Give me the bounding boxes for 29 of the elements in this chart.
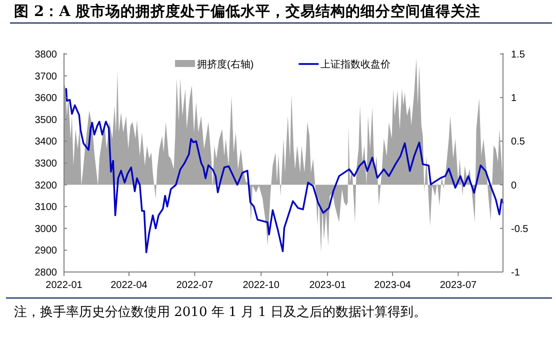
y2-tick-label: 0 <box>511 180 517 192</box>
text: 注，换手率历史分位数使用 2010 年 1 月 1 日及之后的数据计算得到。 <box>14 304 428 322</box>
y2-tick-label: -1 <box>511 268 520 278</box>
x-tick-label: 2022-10 <box>242 280 280 291</box>
y2-tick-label: 1.5 <box>511 50 526 60</box>
y-tick-label: 3400 <box>34 136 58 148</box>
y-tick-label: 2900 <box>34 246 58 257</box>
y-tick-label: 3500 <box>34 114 58 126</box>
legend-label: 拥挤度(右轴) <box>197 58 254 70</box>
y-tick-label: 2800 <box>34 268 58 278</box>
x-tick-label: 2023-07 <box>440 280 478 291</box>
x-tick-label: 2022-04 <box>110 280 148 291</box>
x-tick-label: 2023-04 <box>374 280 412 291</box>
y-tick-label: 3800 <box>34 50 58 60</box>
y2-tick-label: -0.5 <box>511 224 529 235</box>
y-tick-label: 3000 <box>34 224 58 235</box>
y-tick-label: 3300 <box>34 158 58 170</box>
legend-label: 上证指数收盘价 <box>320 58 391 70</box>
x-tick-label: 2022-07 <box>176 280 214 291</box>
y-tick-label: 3100 <box>34 202 58 214</box>
y2-tick-label: 1 <box>511 93 517 104</box>
y-tick-label: 3700 <box>34 71 58 82</box>
y-tick-label: 3600 <box>34 93 58 104</box>
y-tick-label: 3200 <box>34 180 58 192</box>
line-series <box>65 88 504 254</box>
x-tick-label: 2022-01 <box>46 280 83 291</box>
y2-tick-label: 0.5 <box>511 136 526 148</box>
chart-title: 图 2：A 股市场的拥挤度处于偏低水平，交易结构的细分空间值得关注 <box>14 2 480 21</box>
x-tick-label: 2023-01 <box>309 280 346 291</box>
